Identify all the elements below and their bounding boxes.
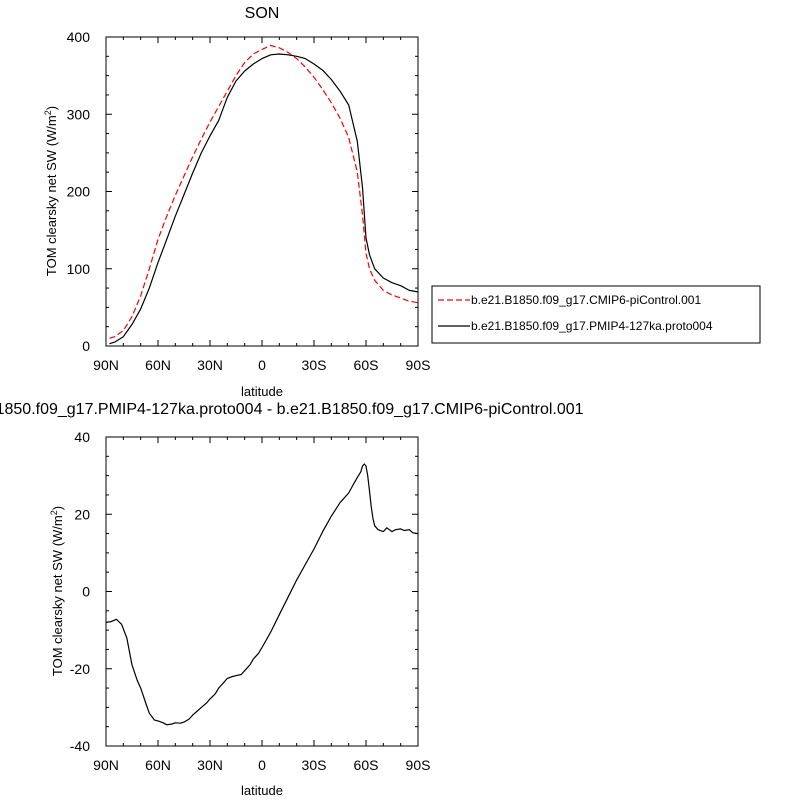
top-y-axis-label-main: TOM clearsky net SW (W/m (44, 115, 59, 276)
bottom-x-axis-label: latitude (241, 783, 283, 798)
top-x-tick-label: 0 (258, 357, 266, 373)
top-y-tick-label: 200 (67, 184, 91, 200)
legend-label-0: b.e21.B1850.f09_g17.CMIP6-piControl.001 (471, 293, 701, 307)
bottom-plot-frame (105, 436, 419, 747)
bottom-x-tick-label: 90S (406, 757, 431, 773)
top-y-tick-label: 300 (67, 106, 91, 122)
bottom-x-tick-label: 30S (302, 757, 327, 773)
top-chart-title: SON (245, 5, 280, 22)
bottom-series-group (106, 463, 418, 726)
top-x-tick-label: 30S (302, 357, 327, 373)
top-series-line-0 (109, 44, 418, 339)
bottom-x-tick-label: 60N (145, 757, 171, 773)
top-series-group (109, 44, 418, 345)
top-y-tick-label: 400 (67, 29, 91, 45)
bottom-tick-group: 90N 60N 30N 0 30S 60S 90S -40 -20 0 20 40 (70, 429, 431, 773)
top-y-tick-label: 0 (82, 338, 90, 354)
bottom-x-tick-label: 0 (258, 757, 266, 773)
bottom-y-axis-label-sup: 2 (49, 510, 59, 515)
bottom-x-tick-label: 30N (197, 757, 223, 773)
top-plot-frame (105, 36, 419, 347)
bottom-series-line-0 (106, 463, 418, 726)
bottom-chart: b.e21.B1850.f09_g17.PMIP4-127ka.proto004… (0, 401, 584, 798)
legend-label-1: b.e21.B1850.f09_g17.PMIP4-127ka.proto004 (471, 319, 713, 333)
bottom-y-tick-label: -40 (70, 738, 90, 754)
bottom-y-axis-label: TOM clearsky net SW (W/m2) (49, 506, 65, 676)
top-y-axis-label-close: ) (44, 106, 59, 110)
legend: b.e21.B1850.f09_g17.CMIP6-piControl.001 … (431, 285, 761, 344)
top-x-tick-label: 60S (354, 357, 379, 373)
top-x-axis-label: latitude (241, 384, 283, 399)
legend-box (431, 285, 761, 344)
bottom-y-tick-label: 0 (82, 584, 90, 600)
bottom-y-tick-label: 40 (74, 429, 90, 445)
top-y-tick-label: 100 (67, 261, 91, 277)
bottom-chart-title: b.e21.B1850.f09_g17.PMIP4-127ka.proto004… (0, 401, 584, 418)
top-x-tick-label: 90N (93, 357, 119, 373)
bottom-y-tick-label: 20 (74, 506, 90, 522)
top-y-axis-label: TOM clearsky net SW (W/m2) (43, 106, 59, 276)
bottom-y-tick-label: -20 (70, 661, 90, 677)
top-x-tick-label: 30N (197, 357, 223, 373)
bottom-y-axis-label-main: TOM clearsky net SW (W/m (50, 515, 65, 676)
top-y-axis-label-sup: 2 (43, 110, 53, 115)
top-series-line-1 (109, 53, 418, 345)
top-tick-group: 90N 60N 30N 0 30S 60S 90S 0 100 200 300 400 (67, 29, 431, 373)
top-chart: SON 90N 60N 30N 0 30S 60S 90S 0 100 200 300 400 lat… (43, 5, 761, 399)
top-x-tick-label: 90S (406, 357, 431, 373)
bottom-x-tick-label: 60S (354, 757, 379, 773)
top-x-tick-label: 60N (145, 357, 171, 373)
bottom-x-tick-label: 90N (93, 757, 119, 773)
bottom-y-axis-label-close: ) (50, 506, 65, 510)
